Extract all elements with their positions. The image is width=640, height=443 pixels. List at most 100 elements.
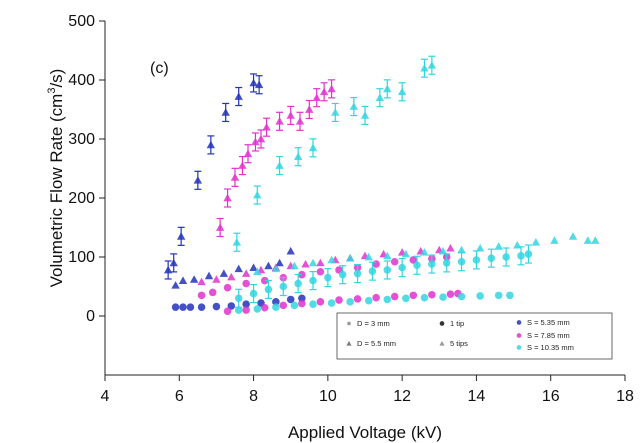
data-point [212,275,221,283]
data-point [176,232,186,240]
data-point [439,293,447,301]
legend-box [336,312,613,360]
data-point [294,279,302,288]
x-axis-title: Applied Voltage (kV) [288,423,442,442]
data-point [402,294,410,303]
legend-label: 1 tip [450,319,464,328]
series-10 [234,244,533,308]
data-point [215,223,225,231]
data-point [271,264,281,273]
data-point [353,269,362,278]
data-point [372,260,380,268]
data-point [193,176,203,184]
legend-marker [439,340,445,346]
series-5 [171,294,306,311]
data-point [227,302,236,310]
data-point [275,161,284,169]
data-point [383,84,392,93]
data-point [309,300,317,308]
data-point [279,282,288,291]
data-point [262,123,271,131]
data-point [234,92,243,100]
y-axis-title-superscript: 3 [46,88,58,94]
x-axis: 4 6 8 10 12 14 16 18 [101,375,634,405]
data-point [301,259,310,268]
data-point [275,258,284,267]
series-9 [234,291,514,314]
data-point [179,303,187,311]
legend-marker [516,345,522,350]
data-point [264,285,273,294]
data-point [234,294,243,303]
data-point [197,303,206,311]
data-point [260,276,269,285]
legend: D = 3 mm D = 5.5 mm 1 tip 5 tips S = 5.35 mm… [336,312,613,360]
data-point [197,291,206,300]
legend-marker [516,320,522,325]
data-point [494,242,503,250]
data-point [253,305,262,313]
y-tick-label: 400 [68,72,95,89]
data-point [383,295,392,304]
y-tick-label: 100 [68,249,95,266]
data-point [375,93,385,102]
data-point [360,111,370,119]
data-point [272,303,280,311]
data-point [383,266,392,274]
data-point [591,236,600,244]
data-point [204,271,214,280]
x-tick-label: 14 [468,388,486,405]
data-point [234,264,243,273]
series-7 [197,253,451,300]
series-1 [163,73,264,280]
data-point [249,263,258,271]
data-point [249,289,258,298]
data-point [409,256,418,264]
data-point [345,253,355,262]
data-point [353,295,362,303]
data-point [583,236,593,244]
data-point [232,238,242,246]
data-point [364,252,373,261]
data-point [223,283,232,292]
data-point [398,263,406,272]
data-point [338,270,347,279]
data-point [397,87,407,96]
data-point [305,105,314,113]
data-point [327,255,336,264]
data-point [438,246,448,255]
series-11 [253,232,600,276]
y-tick-label: 200 [68,190,95,207]
data-points [163,55,600,316]
legend-label: S = 10.35 mm [527,343,574,352]
data-point [298,294,306,303]
x-tick-label: 8 [249,388,258,405]
data-point [517,252,525,260]
data-point [223,193,232,202]
data-point [171,303,180,311]
data-point [383,251,392,260]
data-point [227,272,236,281]
x-tick-label: 10 [319,388,337,405]
data-point [457,257,466,266]
legend-label: D = 3 mm [357,319,390,328]
data-point [241,269,251,277]
data-point [242,279,250,288]
data-point [295,117,305,125]
data-point [568,232,578,240]
legend-marker [346,340,352,346]
data-point [223,307,232,316]
data-point [457,245,466,254]
data-point [251,137,260,146]
data-point [212,302,221,311]
data-point [171,281,180,289]
data-point [413,261,421,270]
data-point [206,140,216,149]
data-point [264,261,273,270]
panel-label: (c) [150,60,169,77]
data-point [197,277,206,286]
data-point [428,290,436,299]
data-point [327,84,336,93]
data-point [524,250,533,258]
x-tick-label: 6 [175,388,184,405]
